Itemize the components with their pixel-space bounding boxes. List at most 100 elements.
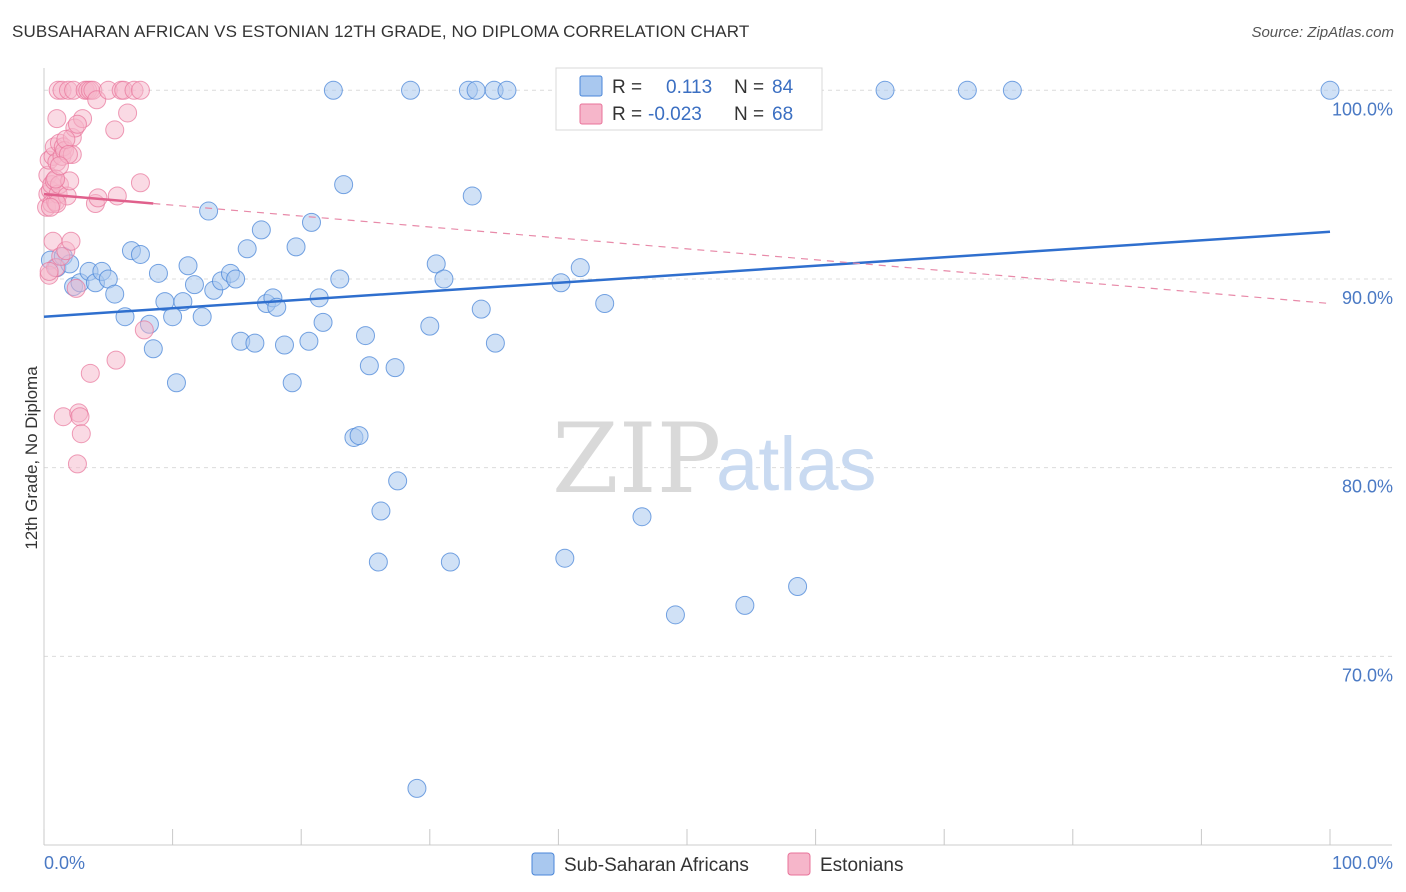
y-tick-label: 70.0% — [1342, 665, 1393, 685]
y-axis-label: 12th Grade, No Diploma — [22, 366, 41, 550]
data-point-sub-saharan — [184, 275, 204, 295]
bottom-legend-label-estonians: Estonians — [820, 855, 903, 876]
data-point-sub-saharan — [555, 548, 575, 568]
y-tick-label: 80.0% — [1342, 477, 1393, 497]
series-estonians — [37, 80, 154, 474]
data-point-sub-saharan — [788, 577, 808, 597]
data-point-sub-saharan — [485, 333, 505, 353]
data-point-sub-saharan — [356, 326, 375, 346]
legend-swatch-sub-saharan — [579, 75, 603, 97]
data-point-sub-saharan — [282, 373, 302, 393]
data-point-sub-saharan — [595, 294, 615, 314]
trend-lines — [43, 192, 1331, 318]
watermark-zip: ZIP — [552, 403, 721, 515]
y-tick-label: 90.0% — [1342, 288, 1393, 308]
data-point-sub-saharan — [301, 212, 321, 232]
data-point-sub-saharan — [143, 339, 163, 359]
data-point-sub-saharan — [1320, 80, 1340, 100]
x-tick-label: 100.0% — [1332, 853, 1393, 873]
data-point-sub-saharan — [148, 263, 168, 283]
legend-r-value-1: 0.113 — [666, 77, 712, 98]
data-point-sub-saharan — [368, 552, 388, 572]
series-legend: Sub-Saharan Africans Estonians — [531, 852, 903, 876]
data-point-sub-saharan — [226, 269, 246, 289]
legend-n-value-1: 84 — [772, 77, 794, 98]
data-point-sub-saharan — [323, 80, 343, 100]
data-point-estonians — [70, 407, 90, 427]
data-point-sub-saharan — [735, 595, 755, 615]
data-point-estonians — [61, 231, 81, 251]
legend-n-label-1: N = — [734, 77, 764, 98]
data-point-estonians — [49, 156, 69, 176]
stats-legend: R = 0.113 N = 84 R = -0.023 N = 68 — [555, 67, 823, 131]
data-point-estonians — [130, 80, 150, 100]
legend-r-label-1: R = — [612, 77, 642, 98]
data-point-sub-saharan — [371, 501, 391, 521]
data-point-sub-saharan — [388, 471, 408, 491]
data-point-estonians — [134, 320, 154, 340]
data-point-sub-saharan — [440, 552, 460, 572]
data-point-sub-saharan — [166, 373, 186, 393]
data-point-sub-saharan — [130, 244, 150, 264]
trend-line-sub-saharan — [43, 230, 1331, 318]
data-point-sub-saharan — [570, 258, 590, 278]
data-point-sub-saharan — [274, 335, 294, 355]
data-point-sub-saharan — [434, 269, 454, 289]
y-tick-label: 100.0% — [1332, 99, 1393, 119]
legend-swatch-estonians — [579, 103, 603, 125]
data-point-estonians — [67, 454, 87, 474]
data-point-sub-saharan — [497, 80, 517, 100]
legend-r-label-2: R = — [612, 104, 642, 125]
axes — [43, 68, 1392, 846]
series-sub-saharan-africans — [40, 80, 1340, 798]
data-point-sub-saharan — [462, 186, 482, 206]
data-point-sub-saharan — [632, 507, 652, 527]
data-point-sub-saharan — [163, 307, 183, 327]
x-tick-label: 0.0% — [44, 853, 85, 873]
data-point-estonians — [130, 173, 150, 193]
data-point-sub-saharan — [1002, 80, 1022, 100]
legend-n-label-2: N = — [734, 104, 764, 125]
data-point-estonians — [105, 120, 125, 140]
watermark-atlas: atlas — [716, 422, 877, 507]
watermark: ZIP atlas — [552, 403, 877, 515]
source-credit: Source: ZipAtlas.com — [1251, 24, 1394, 41]
data-point-estonians — [80, 363, 100, 383]
bottom-legend-label-sub-saharan: Sub-Saharan Africans — [564, 855, 749, 876]
legend-r-value-2: -0.023 — [648, 104, 702, 125]
data-point-sub-saharan — [192, 307, 212, 327]
data-point-sub-saharan — [313, 312, 333, 332]
data-point-sub-saharan — [105, 284, 125, 304]
bottom-legend-swatch-sub-saharan — [531, 852, 555, 876]
data-point-sub-saharan — [237, 239, 257, 259]
bottom-legend-swatch-estonians — [787, 852, 811, 876]
gridlines — [44, 89, 1392, 657]
trend-line-estonians-extension — [153, 202, 1331, 305]
data-point-sub-saharan — [178, 256, 198, 276]
legend-n-value-2: 68 — [772, 104, 793, 125]
data-point-sub-saharan — [286, 237, 306, 257]
data-point-sub-saharan — [359, 356, 379, 376]
chart-title: SUBSAHARAN AFRICAN VS ESTONIAN 12TH GRAD… — [12, 22, 750, 41]
data-point-sub-saharan — [426, 254, 446, 274]
data-point-sub-saharan — [299, 331, 319, 351]
data-point-sub-saharan — [466, 80, 486, 100]
data-point-estonians — [47, 109, 67, 129]
data-point-estonians — [40, 197, 60, 217]
data-point-sub-saharan — [420, 316, 440, 336]
data-point-sub-saharan — [330, 269, 350, 289]
data-point-estonians — [107, 186, 127, 206]
data-point-estonians — [67, 114, 87, 134]
data-point-sub-saharan — [334, 175, 354, 195]
data-point-sub-saharan — [245, 333, 265, 353]
data-point-estonians — [118, 103, 138, 123]
data-point-sub-saharan — [875, 80, 895, 100]
data-point-sub-saharan — [385, 358, 405, 378]
data-point-sub-saharan — [471, 299, 491, 319]
data-point-sub-saharan — [251, 220, 271, 240]
data-point-sub-saharan — [199, 201, 219, 221]
data-point-sub-saharan — [349, 426, 369, 446]
data-point-estonians — [66, 278, 86, 298]
data-point-sub-saharan — [957, 80, 977, 100]
